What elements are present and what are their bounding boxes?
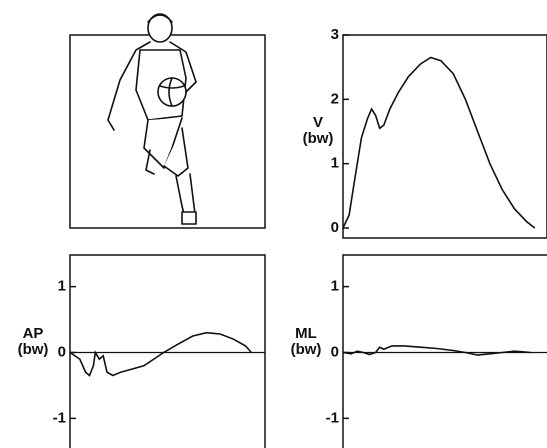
basketball-player [107,13,197,225]
y-axis-label: (bw) [291,341,322,358]
data-line [342,56,536,229]
y-tick-label: -1 [326,409,339,426]
y-axis-label: ML [295,325,317,342]
y-tick-label: 0 [58,343,66,360]
y-tick-label: -1 [53,409,66,426]
y-axis-label: AP [23,325,44,342]
y-tick-label: 0 [331,219,339,236]
illustration [69,13,266,229]
data-line [342,345,531,356]
plot-frame [69,254,266,448]
data-line [69,331,252,377]
y-tick-label: 1 [331,155,339,172]
y-tick-label: 1 [331,278,339,295]
y-tick-label: 1 [58,278,66,295]
plot-frame [342,34,547,239]
y-tick-label: 0 [331,343,339,360]
plot-frame [342,254,547,448]
y-axis-label: (bw) [303,130,334,147]
y-axis-label: V [313,114,323,131]
y-tick-label: 2 [331,90,339,107]
y-tick-label: 3 [331,26,339,43]
y-axis-label: (bw) [18,341,49,358]
